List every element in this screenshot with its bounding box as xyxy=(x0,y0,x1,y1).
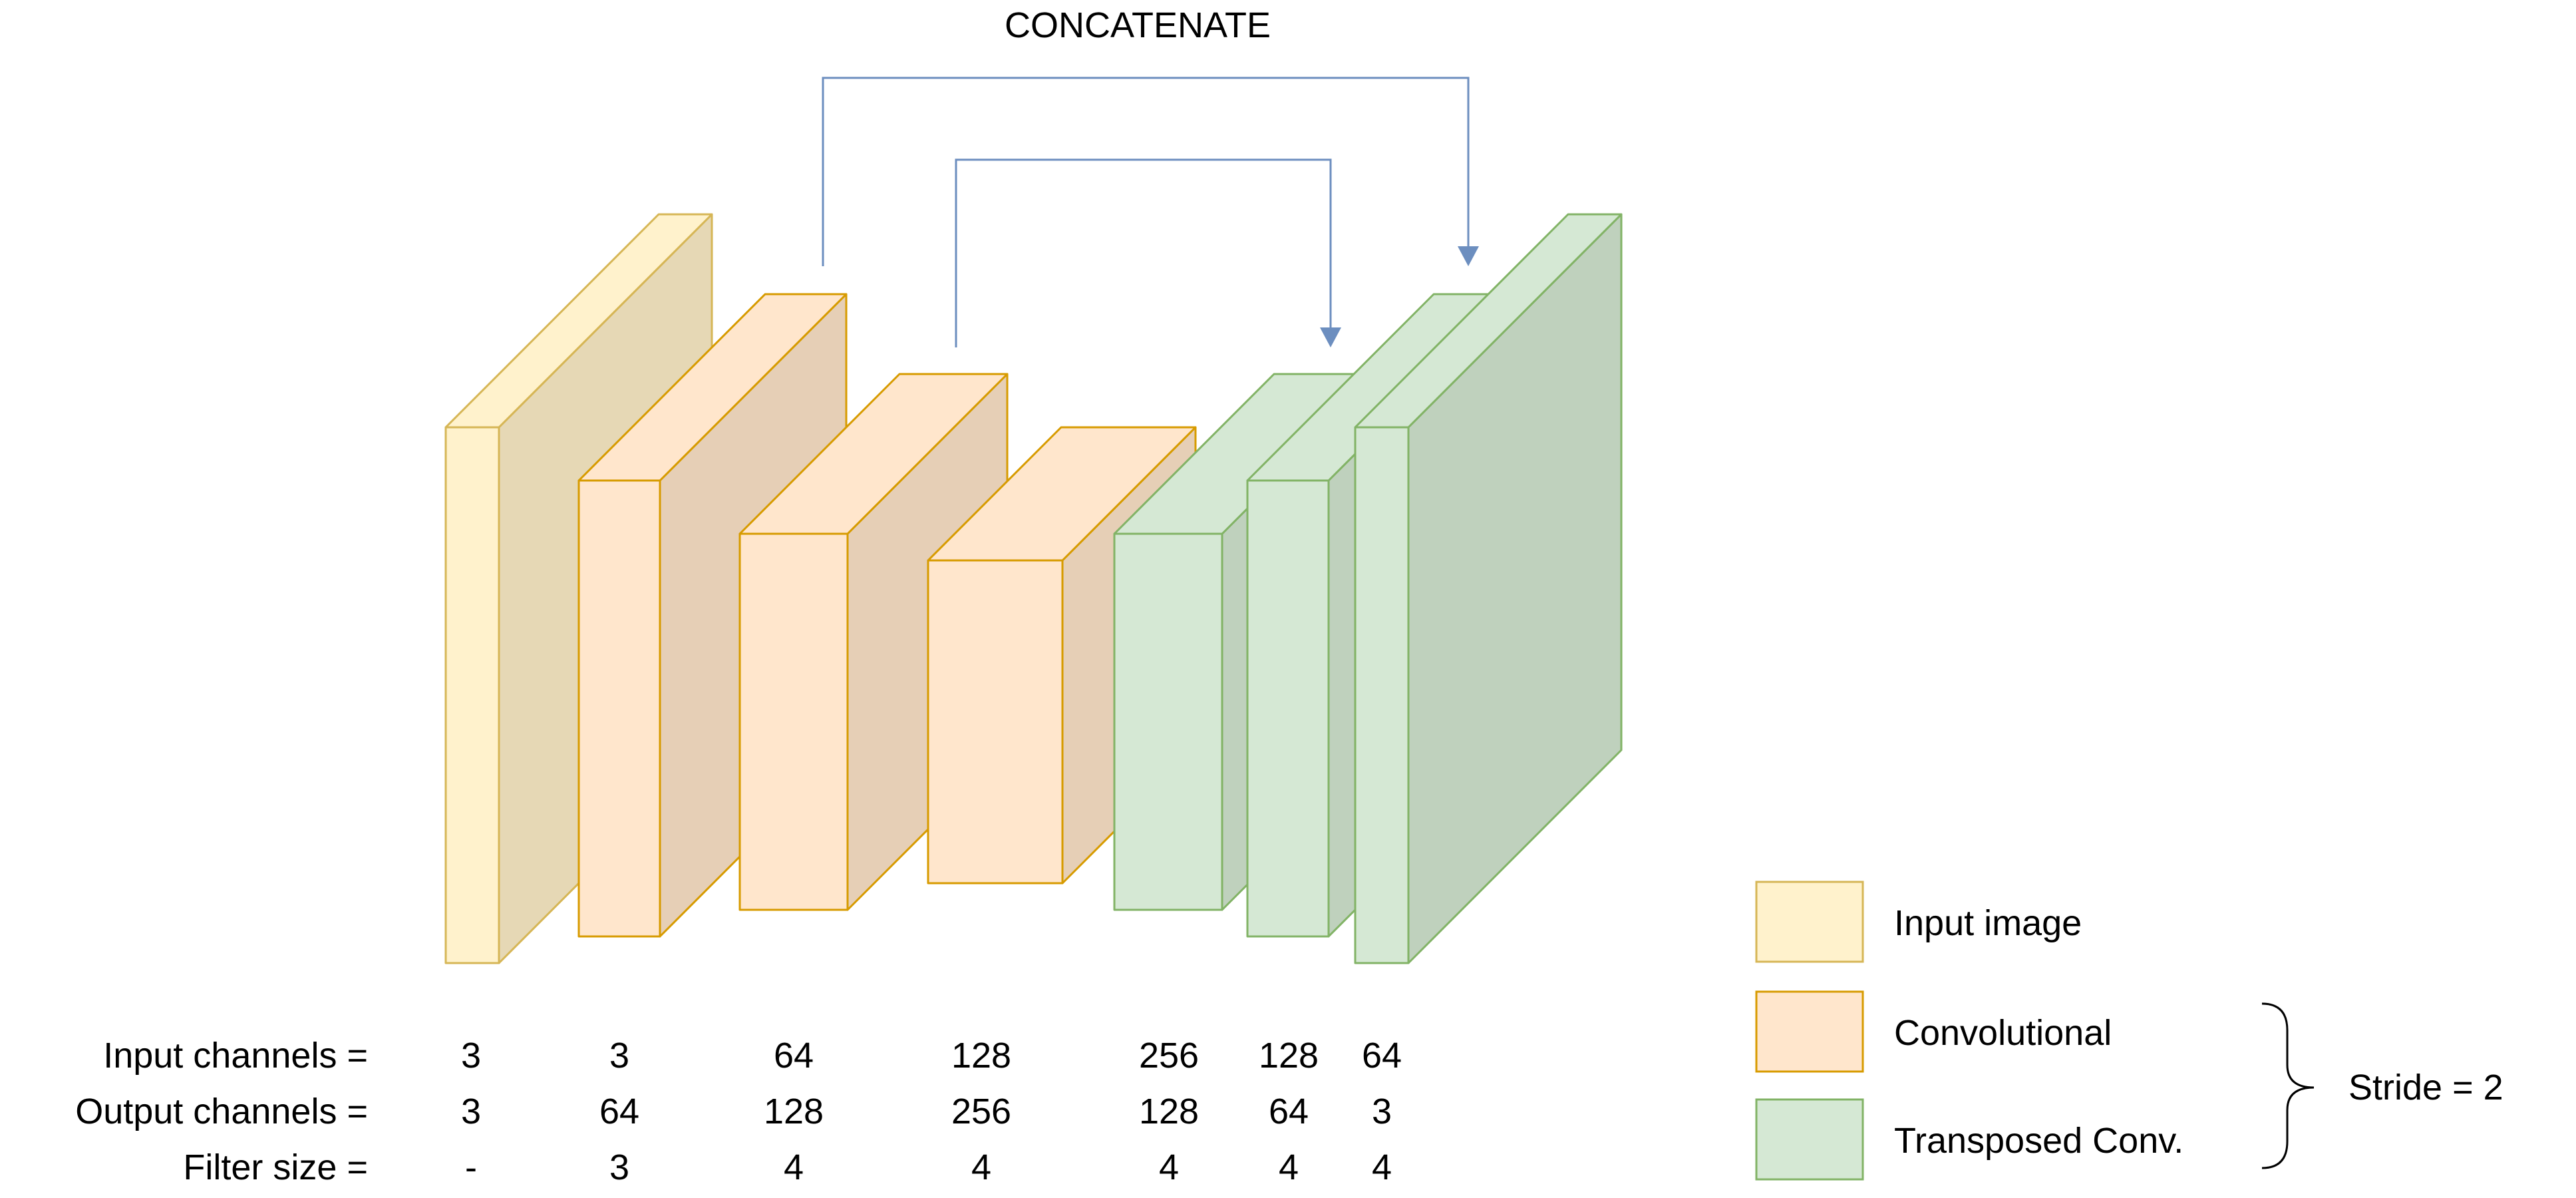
output-channels-value: 128 xyxy=(764,1092,824,1131)
legend-swatch-transposed-conv xyxy=(1755,1098,1864,1181)
output-channels-value: 64 xyxy=(1269,1092,1309,1131)
filter-size-value: 4 xyxy=(971,1147,991,1187)
layer-blocks xyxy=(444,213,1623,964)
block-front-face xyxy=(1354,426,1410,964)
output-channels-value: 64 xyxy=(599,1092,639,1131)
skip-connection-outer-arrow xyxy=(822,77,1479,266)
skip-connection-inner-arrow xyxy=(955,158,1341,347)
output-channels-value: 3 xyxy=(461,1092,481,1131)
transposed-conv-block-3 xyxy=(1354,213,1623,964)
input-channels-value: 256 xyxy=(1139,1036,1199,1076)
block-front-face xyxy=(1113,532,1223,911)
stride-brace xyxy=(2261,1002,2315,1169)
block-front-face xyxy=(738,532,849,911)
output-channels-value: 256 xyxy=(951,1092,1011,1131)
filter-size-value: - xyxy=(465,1147,477,1187)
legend-swatch-convolutional xyxy=(1755,990,1864,1073)
layer-table: Input channels = Output channels = Filte… xyxy=(75,1036,1402,1187)
skip-connection-inner-line xyxy=(955,158,1332,347)
skip-connection-inner-arrowhead xyxy=(1320,327,1341,347)
legend-swatch-input-image xyxy=(1755,881,1864,963)
block-front-face xyxy=(1246,479,1330,938)
legend: Input image Convolutional Transposed Con… xyxy=(1755,881,2503,1181)
legend-label-convolutional: Convolutional xyxy=(1894,1013,2112,1053)
legend-label-input-image: Input image xyxy=(1894,903,2082,943)
legend-label-transposed-conv: Transposed Conv. xyxy=(1894,1121,2183,1161)
input-channels-row-label: Input channels = xyxy=(103,1036,368,1076)
filter-size-value: 4 xyxy=(1279,1147,1299,1187)
output-channels-value: 128 xyxy=(1139,1092,1199,1131)
skip-connection-outer-arrowhead xyxy=(1458,246,1479,266)
concatenate-title: CONCATENATE xyxy=(1005,5,1271,45)
input-channels-value: 3 xyxy=(609,1036,629,1076)
output-channels-row-label: Output channels = xyxy=(75,1092,368,1131)
skip-connection-outer-line xyxy=(822,77,1470,266)
filter-size-value: 3 xyxy=(609,1147,629,1187)
input-channels-value: 3 xyxy=(461,1036,481,1076)
filter-size-value: 4 xyxy=(1159,1147,1179,1187)
block-front-face xyxy=(444,426,500,964)
filter-size-value: 4 xyxy=(784,1147,804,1187)
input-channels-value: 64 xyxy=(774,1036,814,1076)
input-channels-value: 64 xyxy=(1362,1036,1402,1076)
block-front-face xyxy=(577,479,661,938)
output-channels-value: 3 xyxy=(1372,1092,1392,1131)
filter-size-row-label: Filter size = xyxy=(183,1147,368,1187)
block-front-face xyxy=(927,559,1064,885)
input-channels-value: 128 xyxy=(951,1036,1011,1076)
input-channels-value: 128 xyxy=(1259,1036,1319,1076)
filter-size-value: 4 xyxy=(1372,1147,1392,1187)
stride-label: Stride = 2 xyxy=(2348,1068,2503,1107)
